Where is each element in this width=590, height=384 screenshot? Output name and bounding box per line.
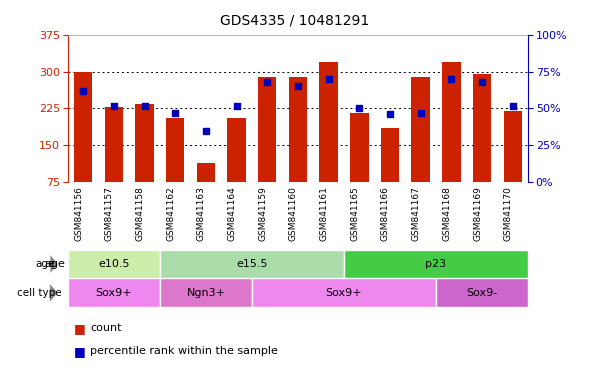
- Point: [355, 106, 364, 112]
- Bar: [436, 278, 528, 307]
- Text: count: count: [90, 323, 122, 333]
- Text: GSM841169: GSM841169: [473, 186, 482, 241]
- Text: GSM841164: GSM841164: [228, 186, 237, 240]
- Text: GSM841166: GSM841166: [381, 186, 390, 241]
- Bar: [252, 278, 436, 307]
- Bar: [104, 107, 123, 182]
- Text: GSM841159: GSM841159: [258, 186, 267, 241]
- Text: GSM841167: GSM841167: [412, 186, 421, 241]
- Point: [171, 110, 180, 116]
- Bar: [442, 62, 461, 182]
- Text: e15.5: e15.5: [236, 259, 268, 269]
- Point: [385, 111, 395, 118]
- Bar: [473, 74, 491, 182]
- Text: e10.5: e10.5: [98, 259, 130, 269]
- Text: GSM841168: GSM841168: [442, 186, 451, 241]
- Point: [293, 83, 303, 89]
- Text: GSM841158: GSM841158: [136, 186, 145, 241]
- Bar: [160, 250, 344, 278]
- Text: GDS4335 / 10481291: GDS4335 / 10481291: [221, 13, 369, 27]
- Point: [78, 88, 88, 94]
- Polygon shape: [50, 284, 58, 301]
- Text: percentile rank within the sample: percentile rank within the sample: [90, 346, 278, 356]
- Text: GSM841156: GSM841156: [74, 186, 83, 241]
- Bar: [350, 113, 369, 182]
- Bar: [319, 62, 338, 182]
- Bar: [160, 278, 252, 307]
- Text: Sox9+: Sox9+: [326, 288, 362, 298]
- Bar: [344, 250, 528, 278]
- Text: GSM841161: GSM841161: [320, 186, 329, 241]
- Bar: [196, 163, 215, 182]
- Bar: [227, 118, 246, 182]
- Text: age: age: [36, 259, 55, 269]
- Point: [109, 103, 119, 109]
- Bar: [135, 104, 154, 182]
- Point: [232, 103, 241, 109]
- Point: [477, 79, 487, 85]
- Text: p23: p23: [425, 259, 447, 269]
- Point: [324, 76, 333, 82]
- Point: [447, 76, 456, 82]
- Bar: [503, 111, 522, 182]
- Polygon shape: [50, 255, 58, 273]
- Text: GSM841170: GSM841170: [504, 186, 513, 241]
- Point: [508, 103, 517, 109]
- Point: [201, 127, 211, 134]
- Text: GSM841160: GSM841160: [289, 186, 298, 241]
- Bar: [411, 78, 430, 182]
- Bar: [381, 128, 399, 182]
- Text: age: age: [44, 259, 65, 269]
- Point: [140, 103, 149, 109]
- Bar: [68, 250, 160, 278]
- Text: GSM841157: GSM841157: [105, 186, 114, 241]
- Text: GSM841165: GSM841165: [350, 186, 359, 241]
- Bar: [289, 78, 307, 182]
- Text: ■: ■: [74, 322, 86, 335]
- Point: [263, 79, 272, 85]
- Text: GSM841162: GSM841162: [166, 186, 175, 240]
- Text: Sox9+: Sox9+: [96, 288, 132, 298]
- Bar: [68, 278, 160, 307]
- Text: ■: ■: [74, 345, 86, 358]
- Bar: [258, 78, 277, 182]
- Bar: [74, 71, 93, 182]
- Text: Sox9-: Sox9-: [467, 288, 497, 298]
- Point: [416, 110, 425, 116]
- Bar: [166, 118, 185, 182]
- Text: Ngn3+: Ngn3+: [186, 288, 225, 298]
- Text: cell type: cell type: [18, 288, 62, 298]
- Text: GSM841163: GSM841163: [197, 186, 206, 241]
